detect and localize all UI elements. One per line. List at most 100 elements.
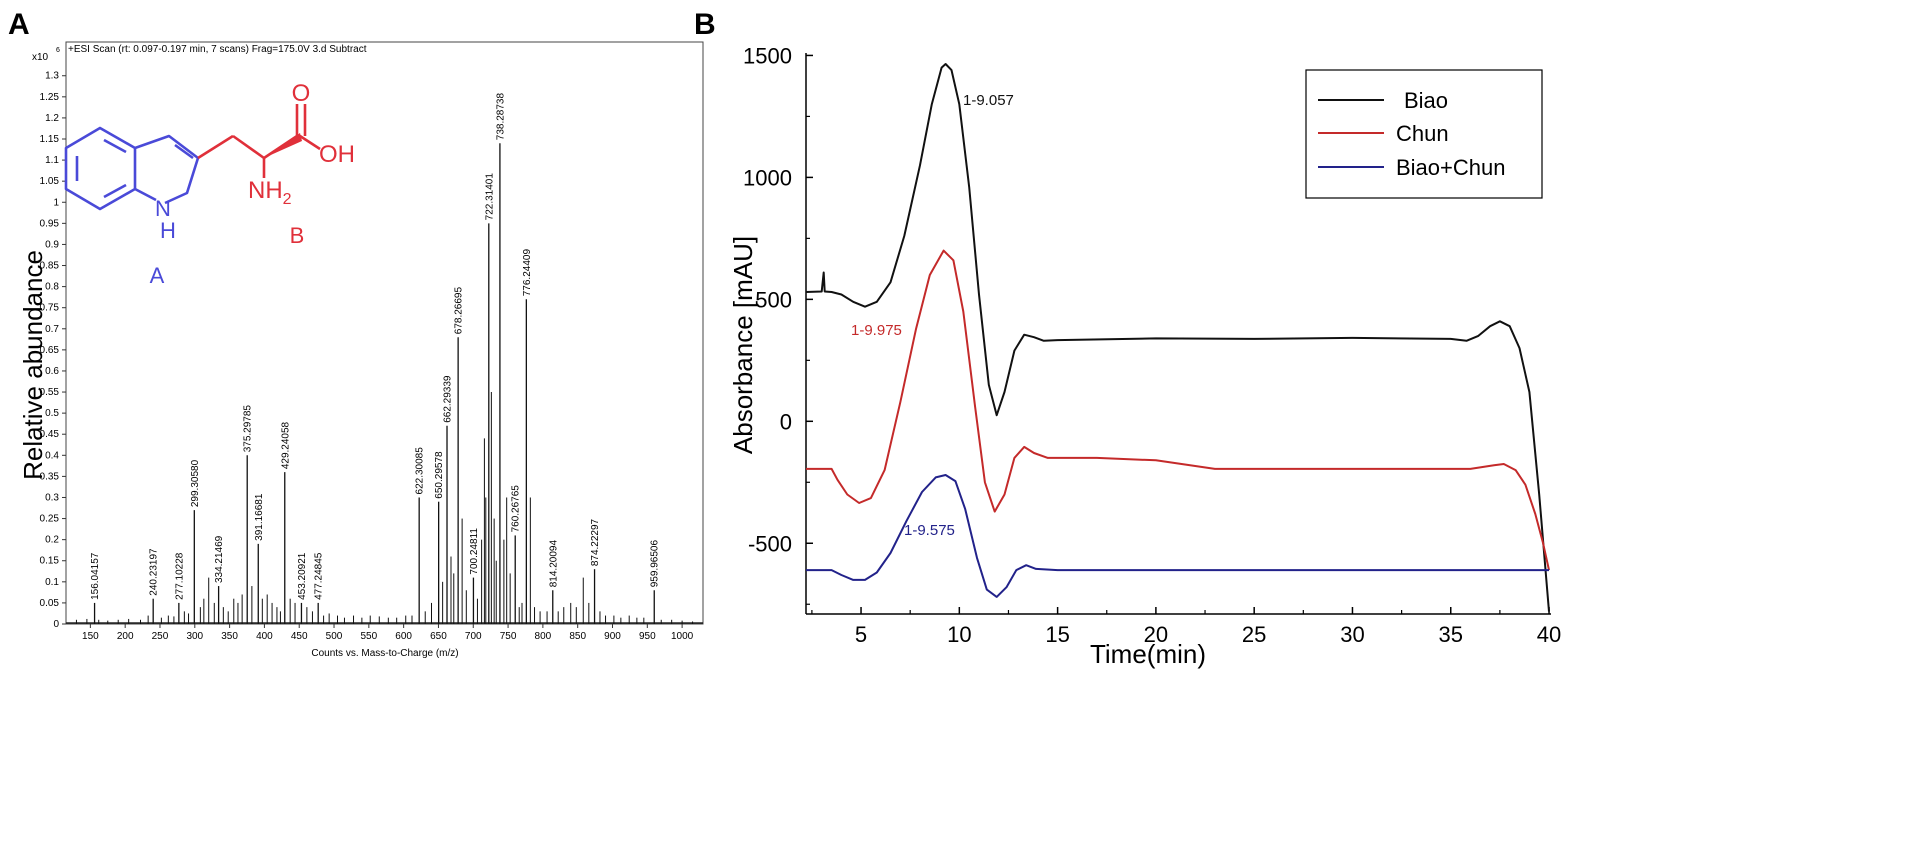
spectrum-y-tick-label: 0.25 bbox=[40, 514, 60, 525]
spectrum-x-tick-label: 550 bbox=[360, 631, 377, 642]
chromatogram-y-tick-label: 500 bbox=[755, 287, 792, 312]
spectrum-y-tick-label: 0.65 bbox=[40, 345, 60, 356]
spectrum-y-tick-label: 0.35 bbox=[40, 471, 60, 482]
amine-subscript: 2 bbox=[283, 191, 292, 208]
chromatogram-x-tick-label: 30 bbox=[1340, 622, 1364, 647]
spectrum-y-tick-label: 0.95 bbox=[40, 218, 60, 229]
biao-peak-annotation: 1-9.057 bbox=[963, 92, 1014, 109]
amine-nh-text: NH bbox=[248, 177, 283, 204]
spectrum-x-tick-label: 300 bbox=[186, 631, 203, 642]
spectrum-plot-frame bbox=[65, 41, 704, 625]
spectrum-peak-label: 453.20921 bbox=[297, 552, 308, 600]
legend-chun-label: Chun bbox=[1396, 121, 1449, 146]
spectrum-peak-label: 299.30580 bbox=[190, 459, 201, 507]
spectrum-peak-label: 622.30085 bbox=[415, 447, 426, 495]
spectrum-y-tick-label: 0.3 bbox=[45, 492, 59, 503]
spectrum-y-tick-label: 0 bbox=[53, 619, 59, 630]
series-line-biao-chun bbox=[806, 474, 1549, 598]
chromatogram-legend: Biao Chun Biao+Chun bbox=[1305, 69, 1543, 199]
spectrum-peak-label: 814.20094 bbox=[548, 540, 559, 588]
spectrum-peak-label: 700.24811 bbox=[469, 528, 480, 575]
chromatogram-series bbox=[805, 63, 1550, 612]
spectrum-x-tick-label: 700 bbox=[465, 631, 482, 642]
spectrum-y-tick-label: 0.6 bbox=[45, 366, 59, 377]
spectrum-x-tick-label: 150 bbox=[82, 631, 99, 642]
chromatogram-x-tick-label: 15 bbox=[1045, 622, 1069, 647]
spectrum-peak-label: 477.24845 bbox=[314, 552, 325, 600]
biao-chun-peak-annotation: 1-9.575 bbox=[904, 522, 955, 539]
spectrum-peak-label: 650.29578 bbox=[434, 451, 445, 499]
spectrum-x-tick-label: 400 bbox=[256, 631, 273, 642]
chromatogram-axes: -500 0 500 1000 1500 5 10 15 20 25 30 35 40 bbox=[743, 43, 1561, 647]
spectrum-x-tick-label: 600 bbox=[395, 631, 412, 642]
spectrum-peak-label: 760.26765 bbox=[511, 485, 522, 533]
spectrum-x-tick-label: 250 bbox=[152, 631, 169, 642]
indole-h-label: H bbox=[160, 218, 176, 243]
spectrum-y-tick-label: 0.9 bbox=[45, 239, 59, 250]
spectrum-y-tick-label: 1.1 bbox=[45, 155, 59, 166]
legend-biao-chun-label: Biao+Chun bbox=[1396, 155, 1505, 180]
chromatogram-chart: -500 0 500 1000 1500 5 10 15 20 25 30 35 40 Time(min… bbox=[728, 43, 1561, 669]
tryptophan-structure: N H A O OH NH2 B bbox=[64, 80, 355, 288]
chromatogram-y-axis-label: Absorbance [mAU] bbox=[728, 236, 758, 454]
spectrum-y-tick-label: 1 bbox=[53, 197, 59, 208]
carbonyl-oxygen-label: O bbox=[292, 80, 311, 107]
spectrum-peak-label: 874.22297 bbox=[590, 518, 601, 566]
spectrum-peak-label: 240.23197 bbox=[149, 548, 160, 596]
spectrum-y-tick-label: 0.2 bbox=[45, 535, 59, 546]
series-line-biao bbox=[805, 63, 1550, 612]
chromatogram-x-tick-label: 40 bbox=[1537, 622, 1561, 647]
region-a-label: A bbox=[150, 263, 165, 288]
spectrum-peak-label: 277.10228 bbox=[174, 552, 185, 600]
chromatogram-y-tick-label: -500 bbox=[748, 531, 792, 556]
spectrum-frame bbox=[65, 41, 704, 625]
chromatogram-y-tick-label: 1000 bbox=[743, 165, 792, 190]
spectrum-labeled-peaks: 156.04157 240.23197 277.10228 299.30580 334.… bbox=[90, 93, 661, 624]
spectrum-x-tick-label: 500 bbox=[326, 631, 343, 642]
spectrum-x-tick-label: 750 bbox=[500, 631, 517, 642]
spectrum-x-tick-label: 350 bbox=[221, 631, 238, 642]
indole-n-label: N bbox=[155, 196, 171, 221]
spectrum-y-tick-label: 0.85 bbox=[40, 261, 60, 272]
spectrum-y-tick-label: 0.15 bbox=[40, 556, 60, 567]
spectrum-peak-label: 776.24409 bbox=[522, 249, 533, 297]
chromatogram-x-tick-label: 20 bbox=[1144, 622, 1168, 647]
spectrum-peak-label: 375.29785 bbox=[243, 405, 254, 453]
spectrum-y-axis-label: Relative abundance bbox=[18, 250, 48, 480]
indole-ring-region-a bbox=[64, 126, 200, 211]
spectrum-minor-peaks bbox=[66, 392, 703, 624]
spectrum-x-tick-label: 950 bbox=[639, 631, 656, 642]
spectrum-peak-label: 334.21469 bbox=[214, 535, 225, 583]
spectrum-axes: 0 0.05 0.1 0.15 0.2 0.25 0.3 0.35 0.4 0.45 0.5 0.55… bbox=[40, 71, 694, 642]
panel-b-letter: B bbox=[694, 8, 716, 41]
chromatogram-y-tick-label: 1500 bbox=[743, 43, 792, 68]
spectrum-x-tick-label: 200 bbox=[117, 631, 134, 642]
spectrum-y-tick-label: 0.05 bbox=[40, 598, 60, 609]
spectrum-y-tick-label: 0.7 bbox=[45, 324, 59, 335]
stereo-wedge bbox=[264, 133, 302, 158]
spectrum-y-tick-label: 1.25 bbox=[40, 92, 60, 103]
spectrum-y-tick-label: 1.05 bbox=[40, 176, 60, 187]
spectrum-title: +ESI Scan (rt: 0.097-0.197 min, 7 scans)… bbox=[68, 44, 367, 55]
spectrum-x-tick-label: 850 bbox=[569, 631, 586, 642]
panel-a-letter: A bbox=[8, 8, 30, 41]
spectrum-peak-label: 738.28738 bbox=[495, 93, 506, 141]
spectrum-y-tick-label: 0.55 bbox=[40, 387, 60, 398]
region-b-label: B bbox=[290, 223, 305, 248]
spectrum-x-tick-label: 800 bbox=[535, 631, 552, 642]
spectrum-y-tick-label: 1.3 bbox=[45, 71, 59, 82]
spectrum-x-tick-label: 650 bbox=[430, 631, 447, 642]
spectrum-peak-label: 156.04157 bbox=[90, 552, 101, 600]
spectrum-peak-label: 678.26695 bbox=[454, 287, 465, 335]
spectrum-y-tick-label: 0.75 bbox=[40, 303, 60, 314]
spectrum-y-tick-label: 0.8 bbox=[45, 282, 59, 293]
spectrum-peak-label: 391.16681 bbox=[254, 493, 265, 541]
chun-peak-annotation: 1-9.975 bbox=[851, 322, 902, 339]
amine-label: NH2 bbox=[248, 177, 292, 208]
spectrum-peak-label: 429.24058 bbox=[280, 421, 291, 469]
spectrum-x-tick-label: 450 bbox=[291, 631, 308, 642]
series-line-chun bbox=[806, 249, 1550, 571]
spectrum-y-exponent: 6 bbox=[56, 47, 60, 54]
spectrum-peak-label: 662.29339 bbox=[443, 375, 454, 423]
spectrum-peak-label: 959.96506 bbox=[650, 540, 661, 588]
